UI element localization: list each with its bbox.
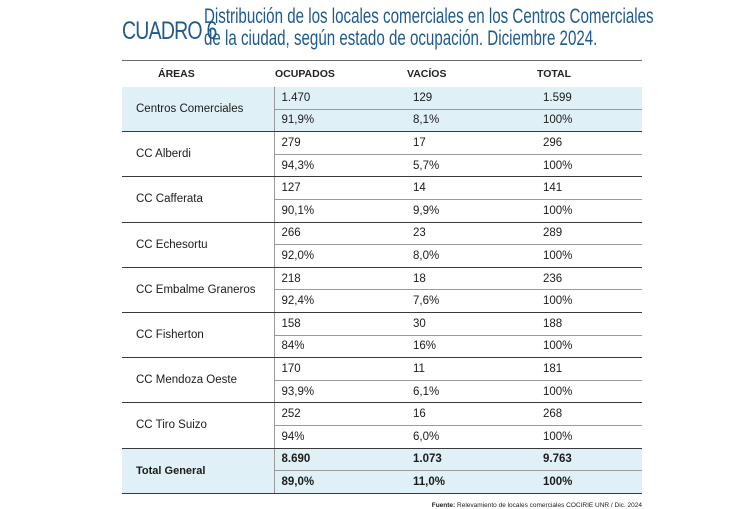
table-body: Centros Comerciales 1.470 129 1.599 91,9% 8,1… (122, 87, 642, 494)
occupancy-table: ÁREAS OCUPADOS VACÍOS TOTAL Centros Come… (122, 61, 642, 494)
percent-cell: 8,0% (406, 244, 536, 268)
source-note: Fuente: Relevamiento de locales comercia… (122, 502, 642, 509)
percent-cell: 11,0% (406, 470, 536, 494)
area-name: Centros Comerciales (122, 87, 274, 133)
count-cell: 8.690 (273, 448, 406, 472)
percent-cell: 100% (536, 470, 642, 494)
count-cell: 252 (273, 402, 406, 426)
source-text: Relevamiento de locales comerciales COCI… (457, 501, 642, 509)
header-total: TOTAL (537, 68, 572, 80)
area-name: CC Fisherton (122, 312, 274, 359)
percent-cell: 5,7% (406, 154, 536, 178)
percent-cell: 8,1% (406, 109, 536, 133)
count-cell: 268 (536, 402, 642, 426)
percent-cell: 89,0% (273, 470, 406, 494)
count-cell: 14 (406, 176, 536, 200)
area-name: CC Mendoza Oeste (122, 357, 274, 404)
count-cell: 218 (273, 267, 406, 291)
count-cell: 1.599 (536, 87, 642, 110)
area-name: CC Tiro Suizo (122, 402, 274, 449)
table-row: Centros Comerciales 1.470 129 1.599 (122, 87, 642, 133)
count-cell: 1.470 (273, 87, 406, 110)
table-row: 94,3% 5,7% 100% (122, 154, 642, 178)
percent-cell: 6,0% (406, 425, 536, 449)
table-row: 90,1% 9,9% 100% (122, 199, 642, 223)
percent-cell: 100% (536, 199, 642, 223)
count-cell: 9.763 (536, 448, 642, 472)
area-name: CC Cafferata (122, 176, 274, 223)
area-name: CC Embalme Graneros (122, 267, 274, 313)
title-line-1: Distribución de los locales comerciales … (204, 5, 654, 28)
count-cell: 236 (536, 267, 642, 291)
title-line-2: de la ciudad, según estado de ocupación.… (204, 27, 598, 50)
header-ocupados: OCUPADOS (275, 68, 335, 80)
percent-cell: 84% (273, 335, 406, 359)
percent-cell: 7,6% (406, 289, 536, 313)
table-row: 91,9% 8,1% 100% (122, 109, 642, 133)
percent-cell: 100% (536, 289, 642, 313)
count-cell: 279 (273, 131, 406, 155)
table-row: 89,0% 11,0% 100% (122, 470, 642, 494)
count-cell: 16 (406, 402, 536, 426)
count-cell: 127 (273, 176, 406, 200)
table-row: 94% 6,0% 100% (122, 425, 642, 449)
count-cell: 18 (406, 267, 536, 291)
count-cell: 11 (406, 357, 536, 381)
table-row: CC Mendoza Oeste 170 11 181 (122, 357, 642, 404)
table-row: 92,4% 7,6% 100% (122, 289, 642, 313)
percent-cell: 92,0% (273, 244, 406, 268)
count-cell: 129 (406, 87, 536, 110)
area-name: Total General (122, 448, 274, 494)
table-title: Distribución de los locales comerciales … (204, 6, 654, 50)
area-name: CC Alberdi (122, 131, 274, 178)
count-cell: 17 (406, 131, 536, 155)
table-row: Total General 8.690 1.073 9.763 (122, 448, 642, 494)
percent-cell: 9,9% (406, 199, 536, 223)
table-row: 93,9% 6,1% 100% (122, 380, 642, 404)
count-cell: 188 (536, 312, 642, 336)
header-areas: ÁREAS (158, 68, 195, 80)
source-label: Fuente: (431, 501, 456, 509)
percent-cell: 100% (536, 244, 642, 268)
table-number: CUADRO 6 (122, 17, 217, 45)
percent-cell: 6,1% (406, 380, 536, 404)
count-cell: 170 (273, 357, 406, 381)
table-row: CC Alberdi 279 17 296 (122, 131, 642, 178)
title-rule (122, 60, 642, 61)
count-cell: 181 (536, 357, 642, 381)
count-cell: 1.073 (406, 448, 536, 472)
percent-cell: 100% (536, 380, 642, 404)
percent-cell: 94,3% (273, 154, 406, 178)
table-row: CC Echesortu 266 23 289 (122, 222, 642, 268)
table-row: 92,0% 8,0% 100% (122, 244, 642, 268)
percent-cell: 92,4% (273, 289, 406, 313)
percent-cell: 93,9% (273, 380, 406, 404)
count-cell: 158 (273, 312, 406, 336)
percent-cell: 16% (406, 335, 536, 359)
header-vacios: VACÍOS (407, 68, 447, 80)
count-cell: 141 (536, 176, 642, 200)
count-cell: 296 (536, 131, 642, 155)
percent-cell: 94% (273, 425, 406, 449)
table-row: CC Cafferata 127 14 141 (122, 176, 642, 223)
table-header: CUADRO 6 Distribución de los locales com… (122, 6, 654, 58)
count-cell: 30 (406, 312, 536, 336)
percent-cell: 100% (536, 154, 642, 178)
table-row: 84% 16% 100% (122, 335, 642, 359)
percent-cell: 100% (536, 425, 642, 449)
table-row: CC Fisherton 158 30 188 (122, 312, 642, 359)
count-cell: 23 (406, 222, 536, 246)
document: CUADRO 6 Distribución de los locales com… (122, 6, 654, 509)
area-name: CC Echesortu (122, 222, 274, 268)
percent-cell: 90,1% (273, 199, 406, 223)
table-row: CC Embalme Graneros 218 18 236 (122, 267, 642, 313)
percent-cell: 91,9% (273, 109, 406, 133)
percent-cell: 100% (536, 109, 642, 133)
table-row: CC Tiro Suizo 252 16 268 (122, 402, 642, 449)
count-cell: 266 (273, 222, 406, 246)
column-headers: ÁREAS OCUPADOS VACÍOS TOTAL (122, 61, 642, 87)
percent-cell: 100% (536, 335, 642, 359)
count-cell: 289 (536, 222, 642, 246)
